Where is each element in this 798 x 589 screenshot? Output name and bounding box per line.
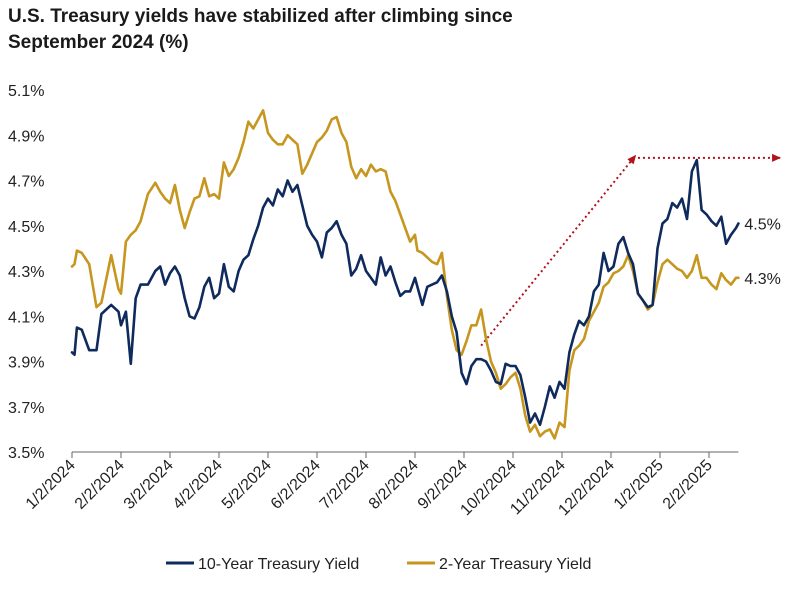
x-tick-label: 7/2/2024 bbox=[317, 457, 373, 513]
chart-title: U.S. Treasury yields have stabilized aft… bbox=[8, 4, 608, 56]
y-tick-label: 3.7% bbox=[8, 400, 44, 417]
chart-title-line-2: September 2024 (%) bbox=[8, 32, 189, 53]
x-tick-label: 3/2/2024 bbox=[121, 457, 177, 513]
end-labels: 4.5% 4.3% bbox=[744, 216, 780, 287]
y-tick-label: 4.1% bbox=[8, 309, 44, 326]
annotation-arrow bbox=[480, 154, 637, 347]
x-tick-label: 5/2/2024 bbox=[219, 457, 275, 513]
series-lines bbox=[70, 109, 740, 440]
x-axis: 1/2/20242/2/20243/2/20244/2/20245/2/2024… bbox=[23, 451, 739, 519]
trend-annotations bbox=[480, 153, 782, 347]
y-tick-label: 3.5% bbox=[8, 445, 44, 462]
legend: 10-Year Treasury Yield 2-Year Treasury Yi… bbox=[166, 556, 591, 573]
two-year-end-label: 4.3% bbox=[744, 271, 780, 288]
y-tick-label: 4.3% bbox=[8, 264, 44, 281]
y-axis: 3.5% 3.7% 3.9% 4.1% 4.3% 4.5% 4.7% 4.9% 5.1% bbox=[8, 83, 44, 462]
legend-label-two-year: 2-Year Treasury Yield bbox=[439, 556, 591, 573]
y-tick-label: 3.9% bbox=[8, 355, 44, 372]
y-tick-label: 4.5% bbox=[8, 219, 44, 236]
y-tick-label: 4.7% bbox=[8, 174, 44, 191]
ten-year-end-label: 4.5% bbox=[744, 216, 780, 233]
two-year-yield-line bbox=[70, 109, 740, 440]
legend-label-ten-year: 10-Year Treasury Yield bbox=[198, 556, 359, 573]
chart-title-line-1: U.S. Treasury yields have stabilized aft… bbox=[8, 6, 513, 27]
x-tick-label: 6/2/2024 bbox=[268, 457, 324, 513]
x-tick-label: 2/2/2025 bbox=[660, 457, 716, 513]
y-tick-label: 5.1% bbox=[8, 83, 44, 100]
x-tick-label: 1/2/2025 bbox=[611, 457, 667, 513]
ten-year-yield-line bbox=[70, 158, 740, 427]
x-tick-label: 1/2/2024 bbox=[23, 457, 79, 513]
y-tick-label: 4.9% bbox=[8, 128, 44, 145]
x-tick-label: 2/2/2024 bbox=[72, 457, 128, 513]
x-tick-label: 8/2/2024 bbox=[366, 457, 422, 513]
x-tick-label: 4/2/2024 bbox=[170, 457, 226, 513]
